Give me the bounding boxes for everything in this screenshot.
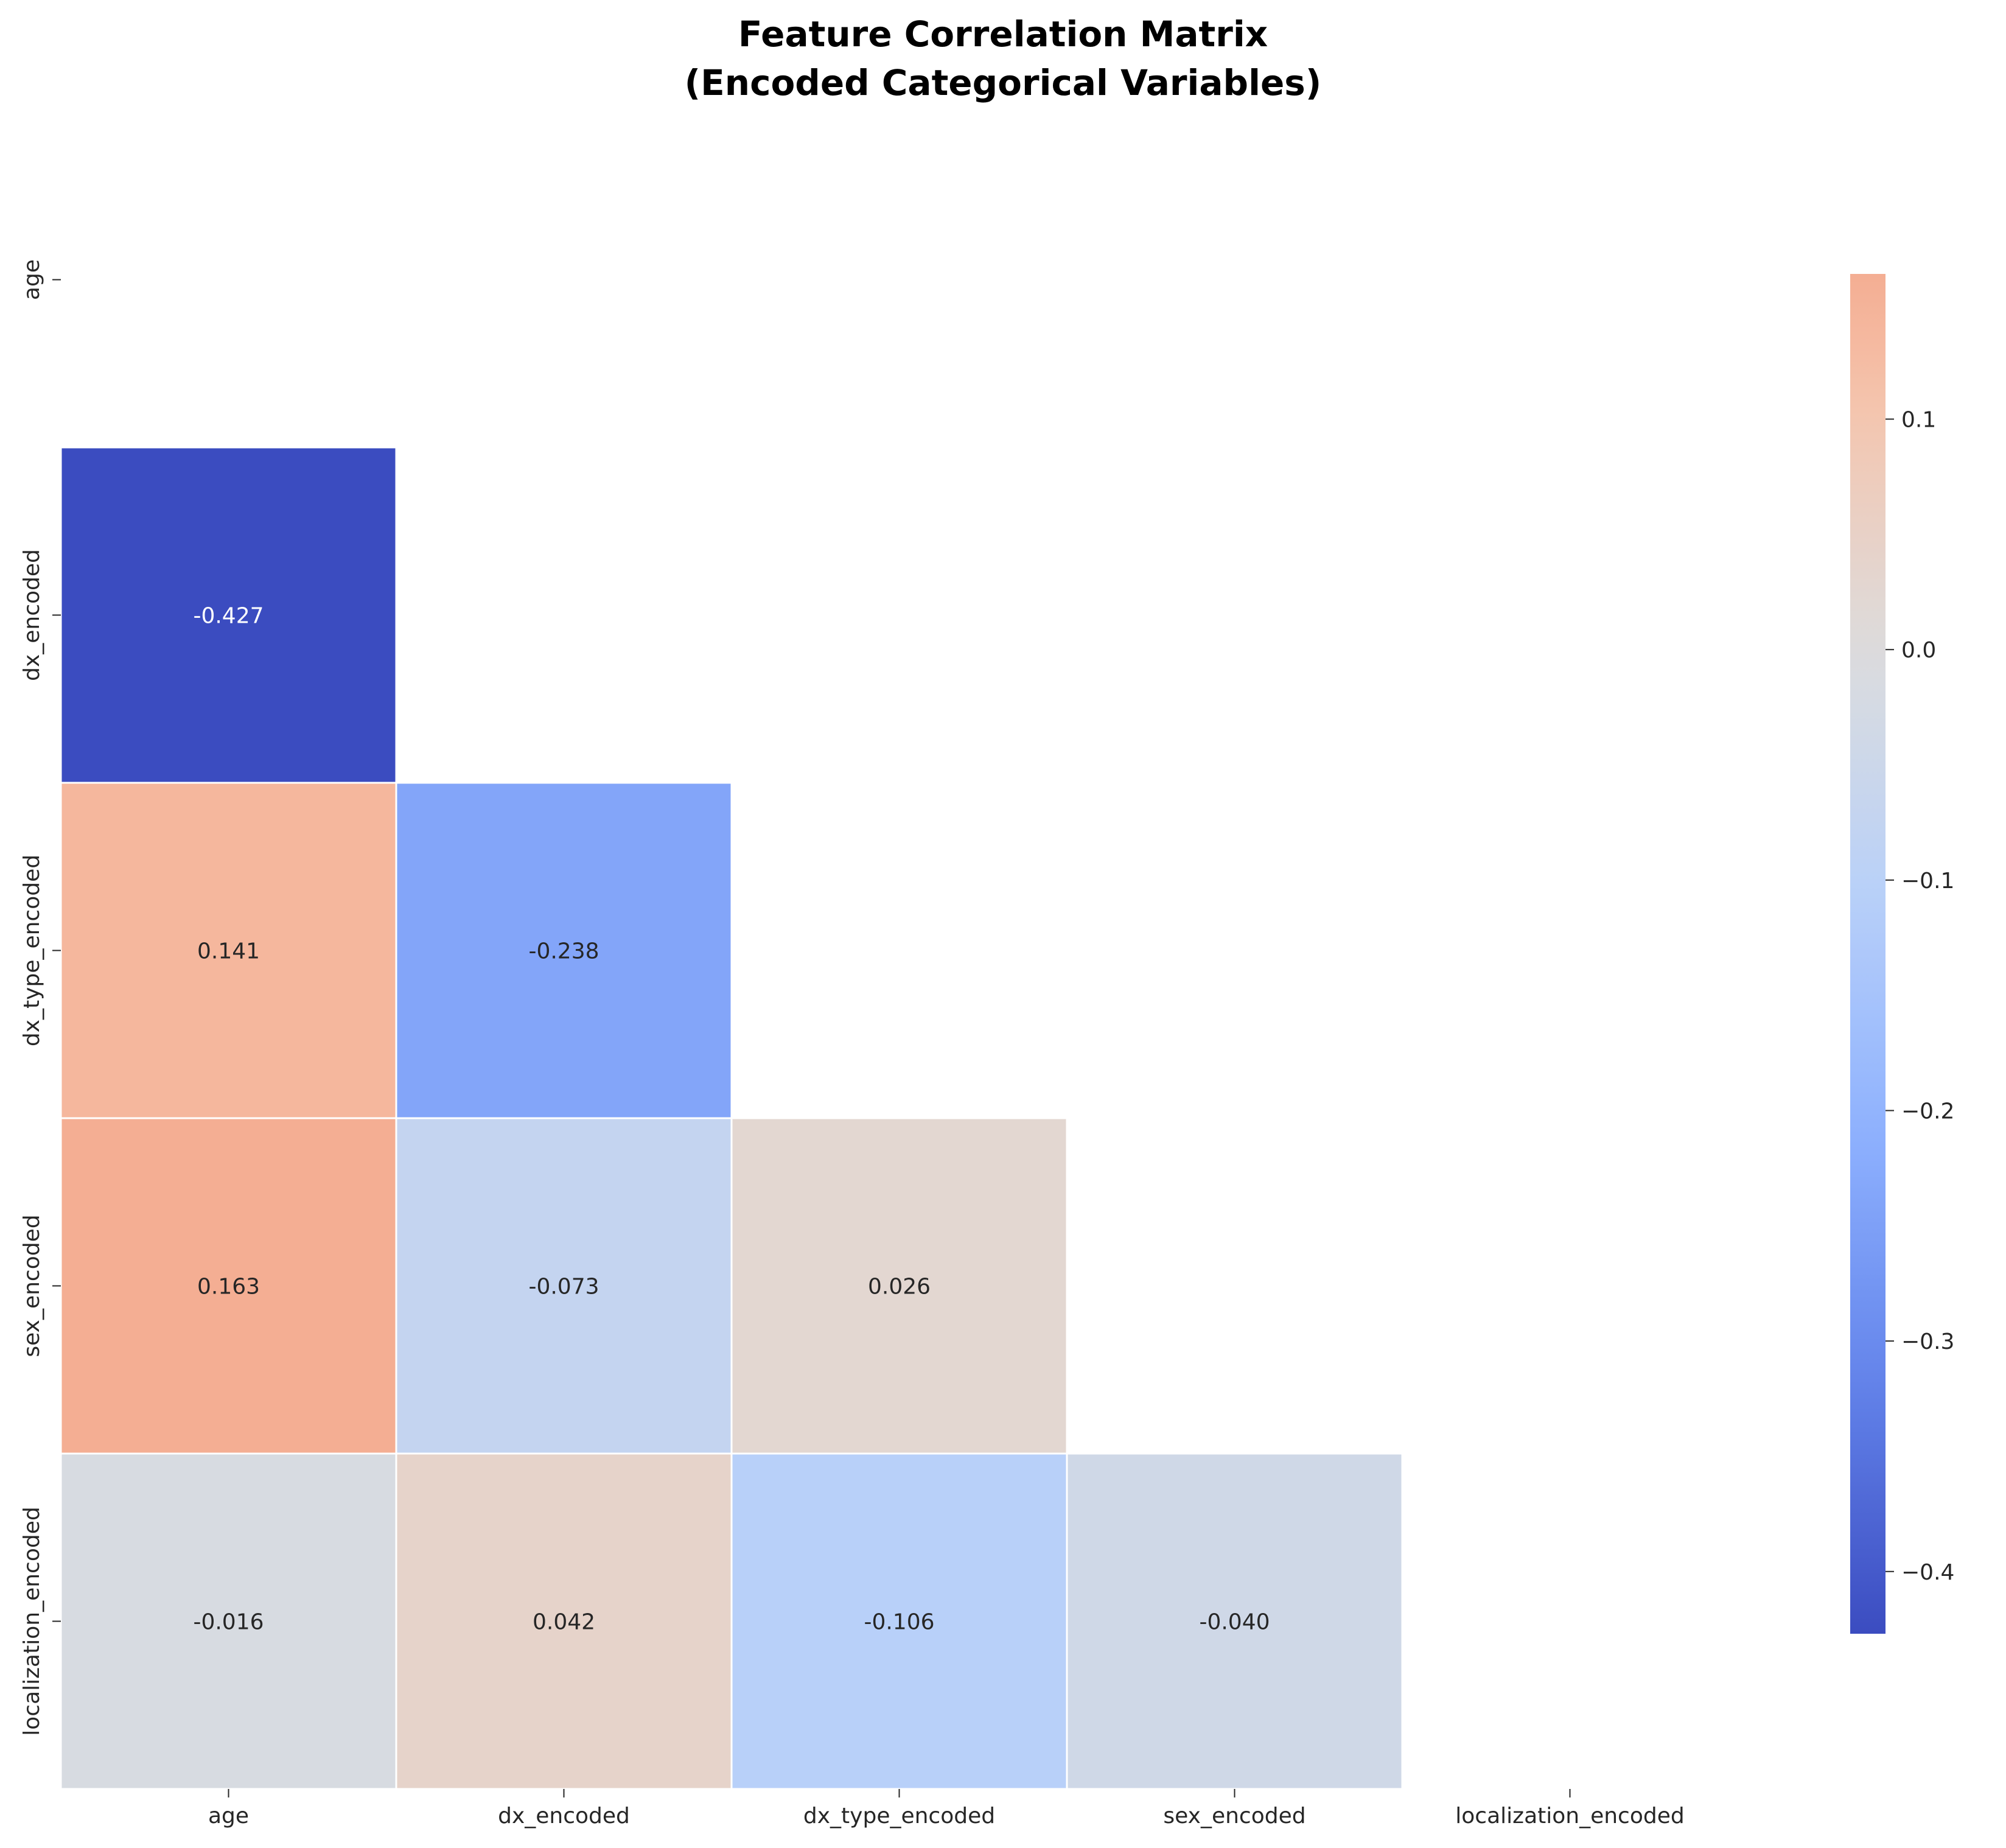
x-tick-label-age: age	[208, 1804, 249, 1829]
cell-value-label: -0.040	[1199, 1610, 1270, 1635]
colorbar-tick-label: 0.1	[1901, 408, 1936, 433]
chart-subtitle: (Encoded Categorical Variables)	[685, 62, 1322, 103]
cell-value-label: 0.141	[197, 939, 260, 964]
x-tick-label-sex_encoded: sex_encoded	[1163, 1804, 1305, 1829]
y-tick-label-age: age	[19, 259, 44, 300]
heatmap-cells	[60, 446, 1403, 1790]
heatmap-cell-sex_encoded-age	[60, 1117, 397, 1455]
x-axis-ticks: age dx_encoded dx_type_encoded sex_encoded l…	[208, 1789, 1685, 1829]
y-tick-label-dx_encoded: dx_encoded	[19, 549, 44, 681]
cell-value-label: -0.106	[864, 1610, 934, 1635]
chart-title: Feature Correlation Matrix	[738, 13, 1268, 55]
x-tick-label-localization_encoded: localization_encoded	[1455, 1804, 1684, 1829]
y-tick-label-dx_type_encoded: dx_type_encoded	[19, 855, 44, 1046]
colorbar-tick-label: −0.1	[1901, 869, 1954, 894]
cell-value-label: -0.073	[528, 1275, 599, 1300]
cell-value-label: 0.163	[197, 1275, 260, 1300]
colorbar-tick-label: 0.0	[1901, 638, 1936, 663]
heatmap-cell-dx_type_encoded-dx_encoded	[395, 782, 733, 1119]
colorbar: 0.1 0.0 −0.1 −0.2 −0.3 −0.4	[1850, 274, 1954, 1634]
heatmap-cell-localization_encoded-dx_type_encoded	[730, 1452, 1068, 1790]
y-tick-label-sex_encoded: sex_encoded	[19, 1214, 44, 1357]
y-tick-label-localization_encoded: localization_encoded	[19, 1507, 44, 1735]
y-axis-ticks: age dx_encoded dx_type_encoded sex_encodedl…	[19, 259, 61, 1736]
colorbar-tick-label: −0.3	[1901, 1329, 1954, 1354]
x-tick-label-dx_encoded: dx_encoded	[498, 1804, 630, 1829]
heatmap-cell-dx_encoded-age	[60, 446, 397, 784]
heatmap-cell-dx_type_encoded-age	[60, 782, 397, 1119]
heatmap-cell-labels: -0.427 0.141 -0.238 0.163 -0.073 0.026 -0.016 0…	[193, 604, 1270, 1635]
heatmap-cell-localization_encoded-dx_encoded	[395, 1452, 733, 1790]
colorbar-tick-label: −0.2	[1901, 1099, 1954, 1124]
heatmap-cell-localization_encoded-age	[60, 1452, 397, 1790]
cell-value-label: -0.427	[193, 604, 264, 629]
colorbar-gradient	[1850, 274, 1885, 1634]
cell-value-label: -0.238	[528, 939, 599, 964]
x-tick-label-dx_type_encoded: dx_type_encoded	[803, 1804, 995, 1829]
cell-value-label: 0.026	[868, 1275, 931, 1300]
heatmap-cell-sex_encoded-dx_type_encoded	[730, 1117, 1068, 1455]
cell-value-label: 0.042	[533, 1610, 595, 1635]
cell-value-label: -0.016	[193, 1610, 264, 1635]
heatmap-cell-localization_encoded-sex_encoded	[1066, 1452, 1403, 1790]
colorbar-tick-label: −0.4	[1901, 1560, 1954, 1585]
